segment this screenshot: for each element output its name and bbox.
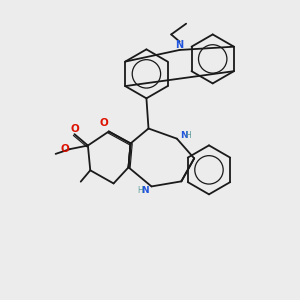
Text: O: O — [99, 118, 108, 128]
Text: N: N — [180, 130, 187, 140]
Text: O: O — [70, 124, 79, 134]
Text: N: N — [176, 40, 184, 50]
Text: N: N — [141, 185, 149, 194]
Text: H: H — [185, 130, 191, 140]
Text: O: O — [60, 144, 69, 154]
Text: H: H — [138, 185, 143, 194]
